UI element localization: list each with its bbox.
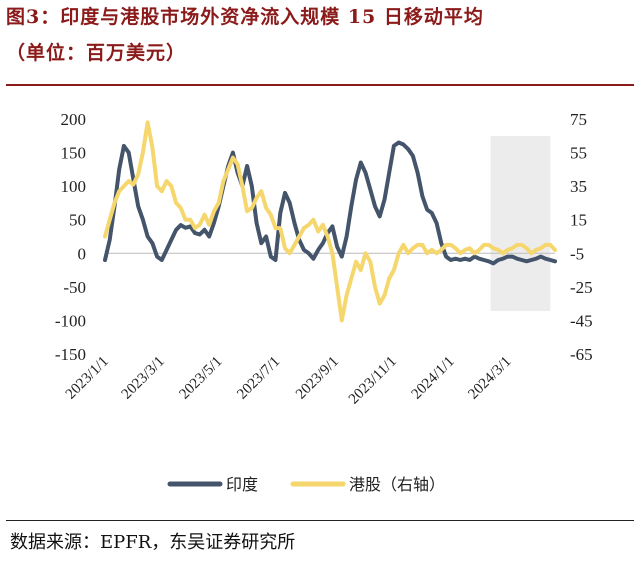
y-right-tick-label: -65 <box>570 345 593 364</box>
y-right-tick-label: 55 <box>570 144 587 163</box>
x-tick-label: 2024/3/1 <box>465 354 514 403</box>
x-tick-label: 2023/7/1 <box>234 354 283 403</box>
highlight-region <box>490 136 551 311</box>
y-left-tick-label: -100 <box>55 311 86 330</box>
y-left-tick-label: -50 <box>63 278 86 297</box>
source-divider <box>6 520 634 521</box>
line-chart: -150 -100 -50 0 50 100 150 200 -65 -45 -25 -5 15 35 5… <box>55 110 593 494</box>
y-axis-left: -150 -100 -50 0 50 100 150 200 <box>55 110 86 364</box>
y-axis-right: -65 -45 -25 -5 15 35 55 75 <box>570 110 593 364</box>
legend-label-india: 印度 <box>226 475 258 494</box>
y-right-tick-label: -25 <box>570 278 593 297</box>
title-divider <box>6 84 634 86</box>
chart-title-line1: 图3：印度与港股市场外资净流入规模 15 日移动平均 <box>6 6 484 28</box>
y-right-tick-label: -5 <box>570 244 584 263</box>
series-line-india <box>103 140 557 266</box>
y-left-tick-label: 50 <box>69 211 86 230</box>
x-axis: 2023/1/1 2023/3/1 2023/5/1 2023/7/1 2023/9/1… <box>63 252 555 408</box>
chart-title-line2: （单位：百万美元） <box>6 42 187 64</box>
x-tick-label: 2024/1/1 <box>409 354 458 403</box>
legend-label-hk: 港股（右轴） <box>349 475 445 494</box>
y-left-tick-label: 200 <box>61 110 87 129</box>
y-right-tick-label: 15 <box>570 211 587 230</box>
y-left-tick-label: -150 <box>55 345 86 364</box>
series-line-hk <box>103 120 557 323</box>
chart-title: 图3：印度与港股市场外资净流入规模 15 日移动平均 （单位：百万美元） <box>6 4 484 66</box>
x-tick-label: 2023/11/1 <box>346 354 400 408</box>
source-note: 数据来源：EPFR，东吴证券研究所 <box>10 532 296 553</box>
x-tick-label: 2023/9/1 <box>293 354 342 403</box>
y-left-tick-label: 0 <box>78 244 87 263</box>
legend: 印度 港股（右轴） <box>167 475 445 494</box>
x-tick-label: 2023/5/1 <box>176 354 225 403</box>
y-left-tick-label: 100 <box>61 177 87 196</box>
x-tick-label: 2023/3/1 <box>119 354 168 403</box>
y-right-tick-label: 35 <box>570 177 587 196</box>
y-left-tick-label: 150 <box>61 144 87 163</box>
series-layer <box>103 120 557 323</box>
y-right-tick-label: 75 <box>570 110 587 129</box>
y-right-tick-label: -45 <box>570 311 593 330</box>
highlight-layer <box>490 136 551 311</box>
